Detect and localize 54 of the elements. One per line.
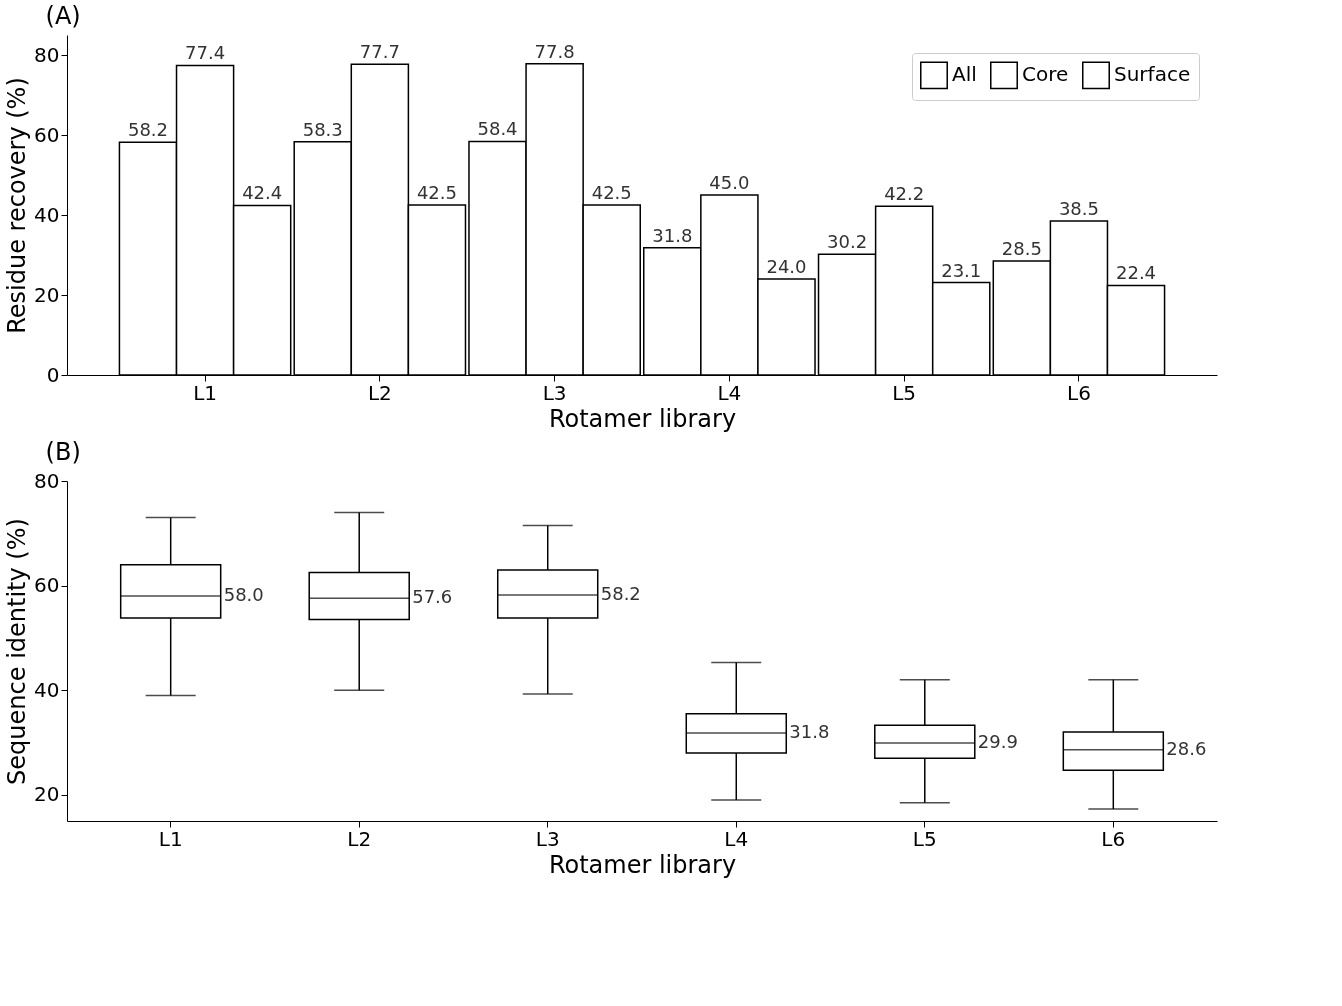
data-label: 28.5 [1001, 238, 1042, 259]
x-tick-label: L3 [535, 826, 560, 851]
text: 28.6 [1166, 737, 1207, 759]
y-tick-label: 40 [34, 202, 60, 227]
chart-title: (A) [45, 2, 81, 30]
y-tick-label: 20 [34, 282, 60, 307]
x-tick-label: L1 [158, 826, 183, 851]
data-label: 24.0 [766, 256, 807, 277]
data-label: 77.4 [185, 42, 226, 64]
data-label: 42.2 [884, 183, 925, 205]
data-label: 23.1 [941, 259, 982, 281]
y-axis-title: Sequence identity (%) [3, 518, 32, 785]
y-tick-label: 0 [46, 362, 60, 387]
chart-title: (B) [45, 438, 81, 466]
x-tick-label: L2 [347, 826, 372, 851]
x-tick-label: L5 [912, 826, 937, 851]
y-tick-label: 80 [34, 42, 60, 67]
x-axis-title: Rotamer library [548, 404, 737, 433]
data-label: 42.4 [242, 182, 283, 204]
x-tick-label: L1 [193, 380, 218, 405]
data-label: 30.2 [827, 231, 868, 253]
data-label: 38.5 [1058, 198, 1099, 219]
x-tick-label: L6 [1101, 826, 1126, 851]
y-axis-title: Residue recovery (%) [3, 77, 32, 334]
x-tick-label: L4 [724, 826, 749, 851]
data-label: 58.2 [127, 119, 169, 141]
legend-label: All [952, 62, 977, 87]
legend-label: Surface [1114, 62, 1191, 87]
data-label: 42.5 [591, 182, 632, 203]
x-tick-label: L4 [717, 380, 742, 405]
x-tick-label: L3 [542, 380, 567, 405]
data-label: 45.0 [709, 172, 750, 193]
data-label: 22.4 [1115, 262, 1157, 284]
y-tick-label: 60 [34, 573, 60, 598]
text: 57.6 [412, 586, 453, 608]
data-label: 58.4 [477, 118, 518, 140]
data-label: 58.3 [302, 118, 343, 140]
x-tick-label: L2 [367, 380, 392, 405]
legend-label: Core [1022, 62, 1069, 87]
y-tick-label: 40 [34, 677, 60, 702]
text: 31.8 [789, 721, 830, 743]
data-label: 77.7 [359, 41, 400, 63]
text: 58.0 [223, 584, 264, 606]
text: 29.9 [977, 731, 1018, 753]
y-tick-label: 60 [34, 122, 60, 147]
y-tick-label: 20 [34, 782, 60, 807]
x-axis-title: Rotamer library [548, 850, 737, 879]
x-tick-label: L5 [892, 380, 917, 405]
data-label: 31.8 [652, 224, 693, 246]
text: 58.2 [600, 583, 641, 605]
x-tick-label: L6 [1066, 380, 1091, 405]
data-label: 42.5 [416, 182, 457, 203]
data-label: 77.8 [534, 40, 575, 62]
y-tick-label: 80 [34, 468, 60, 493]
